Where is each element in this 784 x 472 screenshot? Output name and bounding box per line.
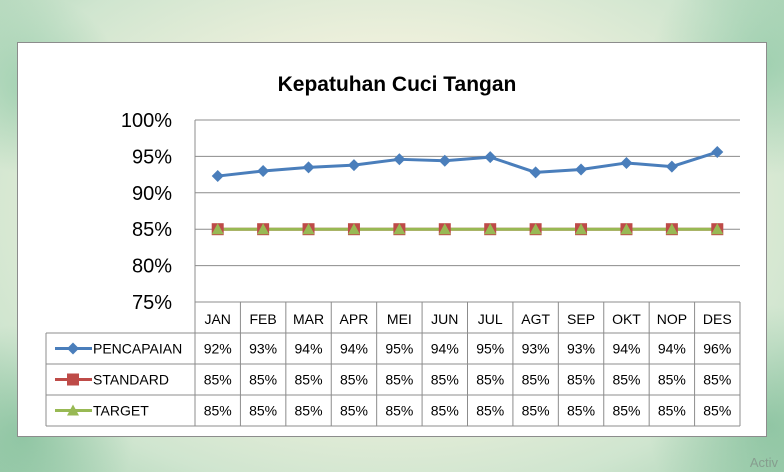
data-table-value: 93%: [567, 341, 595, 357]
x-tick-label: NOP: [657, 311, 687, 327]
data-table-value: 85%: [204, 372, 232, 388]
y-tick-label: 95%: [132, 146, 172, 168]
data-table-value: 94%: [431, 341, 459, 357]
data-point: [711, 146, 724, 159]
legend-key-marker: [67, 404, 79, 416]
data-point: [347, 159, 360, 172]
data-table-value: 94%: [612, 341, 640, 357]
data-table-value: 85%: [295, 372, 323, 388]
x-tick-label: MAR: [293, 311, 324, 327]
data-point: [484, 151, 497, 164]
data-point: [620, 156, 633, 169]
x-tick-label: MEI: [387, 311, 412, 327]
data-point: [302, 161, 315, 174]
x-tick-label: AGT: [521, 311, 550, 327]
data-point: [211, 170, 224, 183]
y-tick-label: 100%: [121, 110, 172, 132]
x-tick-label: JAN: [204, 311, 230, 327]
data-table-value: 85%: [431, 403, 459, 419]
legend-key-marker: [67, 342, 79, 355]
data-table-value: 93%: [522, 341, 550, 357]
data-table-value: 85%: [567, 372, 595, 388]
data-point: [393, 153, 406, 166]
legend-series-name: STANDARD: [93, 372, 169, 388]
data-point: [302, 223, 315, 235]
x-tick-label: SEP: [567, 311, 595, 327]
x-tick-label: DES: [703, 311, 732, 327]
x-tick-label: JUL: [478, 311, 503, 327]
data-point: [529, 166, 542, 179]
data-table-value: 85%: [703, 403, 731, 419]
data-point: [438, 154, 451, 167]
data-table-value: 85%: [567, 403, 595, 419]
gridlines: [195, 119, 740, 267]
data-point: [257, 164, 270, 177]
legend-key-marker: [67, 373, 79, 386]
series-lines: [211, 146, 724, 236]
data-point: [665, 223, 678, 235]
data-point: [620, 223, 633, 235]
data-point: [575, 163, 588, 176]
data-table-value: 85%: [431, 372, 459, 388]
y-tick-label: 90%: [132, 183, 172, 205]
data-point: [257, 223, 270, 235]
data-point: [393, 223, 406, 235]
x-tick-label: JUN: [431, 311, 458, 327]
data-table-value: 96%: [703, 341, 731, 357]
data-table-value: 85%: [204, 403, 232, 419]
data-table-value: 85%: [385, 403, 413, 419]
data-table-value: 85%: [658, 403, 686, 419]
data-table-value: 85%: [612, 403, 640, 419]
data-table-value: 94%: [295, 341, 323, 357]
x-tick-label: FEB: [250, 311, 277, 327]
x-tick-label: OKT: [612, 311, 641, 327]
data-point: [347, 223, 360, 235]
data-table-value: 85%: [340, 403, 368, 419]
data-table-value: 85%: [522, 372, 550, 388]
data-point: [438, 223, 451, 235]
data-point: [711, 223, 724, 235]
legend-series-name: TARGET: [93, 403, 149, 419]
data-table-value: 85%: [476, 403, 504, 419]
legend-series-name: PENCAPAIAN: [93, 341, 182, 357]
data-point: [484, 223, 497, 235]
y-axis: 75% 80% 85% 90% 95% 100%: [121, 110, 196, 314]
data-table-value: 85%: [385, 372, 413, 388]
data-table-value: 85%: [295, 403, 323, 419]
x-tick-label: APR: [340, 311, 369, 327]
data-table: JAN FEB MAR APR MEI JUN JUL AGT SEP OKT NOP DES PENC…: [45, 301, 741, 427]
y-tick-label: 75%: [132, 292, 172, 314]
data-point: [575, 223, 588, 235]
data-table-value: 92%: [204, 341, 232, 357]
data-point: [665, 160, 678, 173]
data-point: [211, 223, 224, 235]
data-table-value: 85%: [249, 403, 277, 419]
y-tick-label: 85%: [132, 219, 172, 241]
chart-area: [17, 42, 767, 437]
activation-watermark: Activ: [749, 455, 778, 470]
data-table-value: 94%: [340, 341, 368, 357]
data-table-value: 85%: [703, 372, 731, 388]
chart-title: Kepatuhan Cuci Tangan: [278, 73, 517, 96]
data-table-value: 85%: [658, 372, 686, 388]
data-table-value: 95%: [385, 341, 413, 357]
data-table-value: 85%: [249, 372, 277, 388]
series-line: [217, 150, 718, 178]
data-table-value: 85%: [476, 372, 504, 388]
data-table-value: 85%: [612, 372, 640, 388]
data-point: [529, 223, 542, 235]
data-table-value: 95%: [476, 341, 504, 357]
data-table-value: 85%: [340, 372, 368, 388]
y-tick-label: 80%: [132, 256, 172, 278]
data-table-value: 94%: [658, 341, 686, 357]
data-table-value: 93%: [249, 341, 277, 357]
data-table-value: 85%: [522, 403, 550, 419]
